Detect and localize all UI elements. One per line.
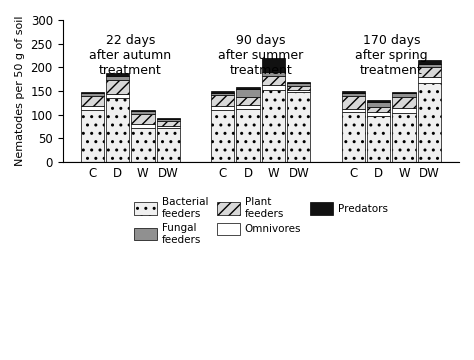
Bar bbox=[262, 85, 285, 90]
Bar bbox=[287, 86, 310, 90]
Bar bbox=[418, 64, 441, 67]
Y-axis label: Nematodes per 50 g of soil: Nematodes per 50 g of soil bbox=[15, 16, 25, 166]
Bar bbox=[156, 121, 180, 126]
Bar bbox=[156, 126, 180, 128]
Bar bbox=[418, 82, 441, 162]
Bar bbox=[211, 95, 235, 106]
Bar bbox=[131, 111, 155, 114]
Bar bbox=[418, 77, 441, 82]
Bar bbox=[367, 107, 390, 112]
Bar bbox=[392, 113, 416, 162]
Bar bbox=[106, 98, 129, 162]
Bar bbox=[342, 96, 365, 109]
Text: 90 days
after summer
treatment: 90 days after summer treatment bbox=[218, 34, 303, 77]
Bar bbox=[287, 92, 310, 162]
Text: 22 days
after autumn
treatment: 22 days after autumn treatment bbox=[89, 34, 171, 77]
Bar bbox=[131, 128, 155, 162]
Bar bbox=[237, 97, 260, 105]
Text: 170 days
after spring
treatment: 170 days after spring treatment bbox=[355, 34, 428, 77]
Bar bbox=[211, 110, 235, 162]
Bar bbox=[262, 72, 285, 76]
Bar bbox=[262, 76, 285, 85]
Bar bbox=[392, 94, 416, 97]
Bar bbox=[131, 114, 155, 124]
Bar bbox=[106, 73, 129, 76]
Bar bbox=[211, 106, 235, 110]
Bar bbox=[287, 82, 310, 83]
Bar bbox=[211, 91, 235, 93]
Bar bbox=[367, 100, 390, 102]
Bar bbox=[392, 108, 416, 113]
Bar bbox=[262, 58, 285, 72]
Bar bbox=[106, 76, 129, 80]
Bar bbox=[81, 94, 104, 96]
Bar bbox=[342, 91, 365, 94]
Bar bbox=[81, 106, 104, 110]
Bar bbox=[367, 112, 390, 116]
Bar bbox=[367, 116, 390, 162]
Bar bbox=[392, 97, 416, 108]
Bar bbox=[131, 110, 155, 111]
Bar bbox=[81, 91, 104, 94]
Bar bbox=[106, 94, 129, 98]
Bar bbox=[156, 118, 180, 119]
Bar bbox=[237, 87, 260, 89]
Bar bbox=[342, 112, 365, 162]
Bar bbox=[418, 67, 441, 77]
Bar bbox=[81, 110, 104, 162]
Bar bbox=[106, 80, 129, 94]
Bar bbox=[237, 105, 260, 109]
Bar bbox=[262, 90, 285, 162]
Bar bbox=[156, 119, 180, 121]
Bar bbox=[418, 60, 441, 64]
Bar bbox=[156, 128, 180, 162]
Bar bbox=[81, 96, 104, 106]
Bar bbox=[287, 90, 310, 92]
Bar bbox=[237, 89, 260, 97]
Bar bbox=[287, 83, 310, 86]
Bar bbox=[237, 109, 260, 162]
Bar bbox=[211, 93, 235, 95]
Bar bbox=[342, 109, 365, 112]
Legend: Bacterial
feeders, Fungal
feeders, Plant
feeders, Omnivores, Predators: Bacterial feeders, Fungal feeders, Plant… bbox=[129, 193, 392, 249]
Bar bbox=[367, 102, 390, 107]
Bar bbox=[392, 91, 416, 94]
Bar bbox=[342, 94, 365, 96]
Bar bbox=[131, 124, 155, 128]
